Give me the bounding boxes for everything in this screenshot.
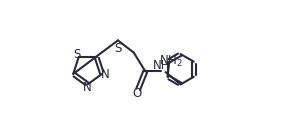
Text: S: S (73, 48, 81, 61)
Text: NH: NH (153, 59, 171, 72)
Text: O: O (132, 87, 141, 100)
Text: S: S (114, 42, 122, 55)
Text: N: N (101, 68, 109, 81)
Text: N: N (83, 81, 92, 94)
Text: NH$_2$: NH$_2$ (159, 54, 183, 69)
